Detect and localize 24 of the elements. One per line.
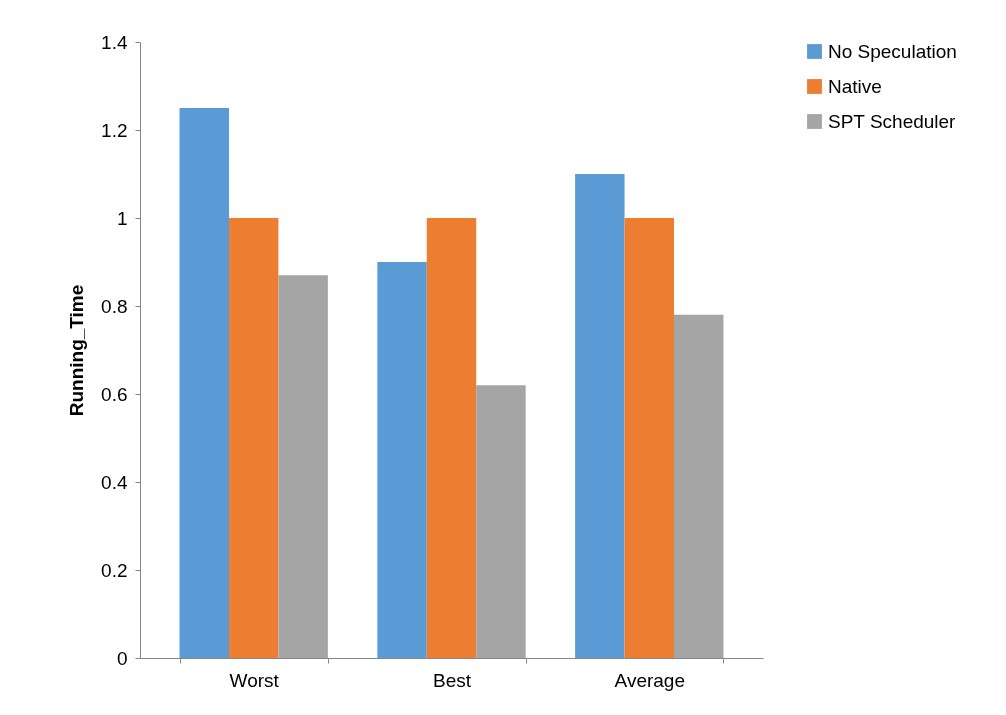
x-tick-label: Worst: [229, 669, 280, 691]
legend-label: SPT Scheduler: [828, 110, 957, 132]
y-tick-label: 1.4: [101, 31, 128, 53]
bar: [179, 108, 229, 658]
y-tick-label: 0.2: [101, 559, 128, 581]
y-tick-label: 0.6: [101, 383, 128, 405]
y-axis-title: Running_Time: [66, 284, 88, 417]
x-tick-label: Average: [614, 669, 685, 691]
y-tick-label: 0.4: [101, 471, 128, 493]
legend-label: Native: [828, 75, 882, 97]
x-tick-label: Best: [432, 669, 472, 691]
y-tick-label: 1.2: [101, 119, 128, 141]
y-tick-label: 0: [116, 647, 128, 669]
bar: [476, 385, 526, 658]
bar: [674, 314, 724, 658]
y-tick-label: 1: [116, 207, 128, 229]
bar: [575, 174, 625, 658]
bar: [624, 218, 674, 658]
bar: [426, 218, 477, 658]
legend-label: No Speculation: [828, 40, 957, 62]
bar: [229, 218, 279, 658]
y-tick-label: 0.8: [101, 295, 128, 317]
bar: [278, 275, 328, 658]
bar: [377, 262, 427, 658]
